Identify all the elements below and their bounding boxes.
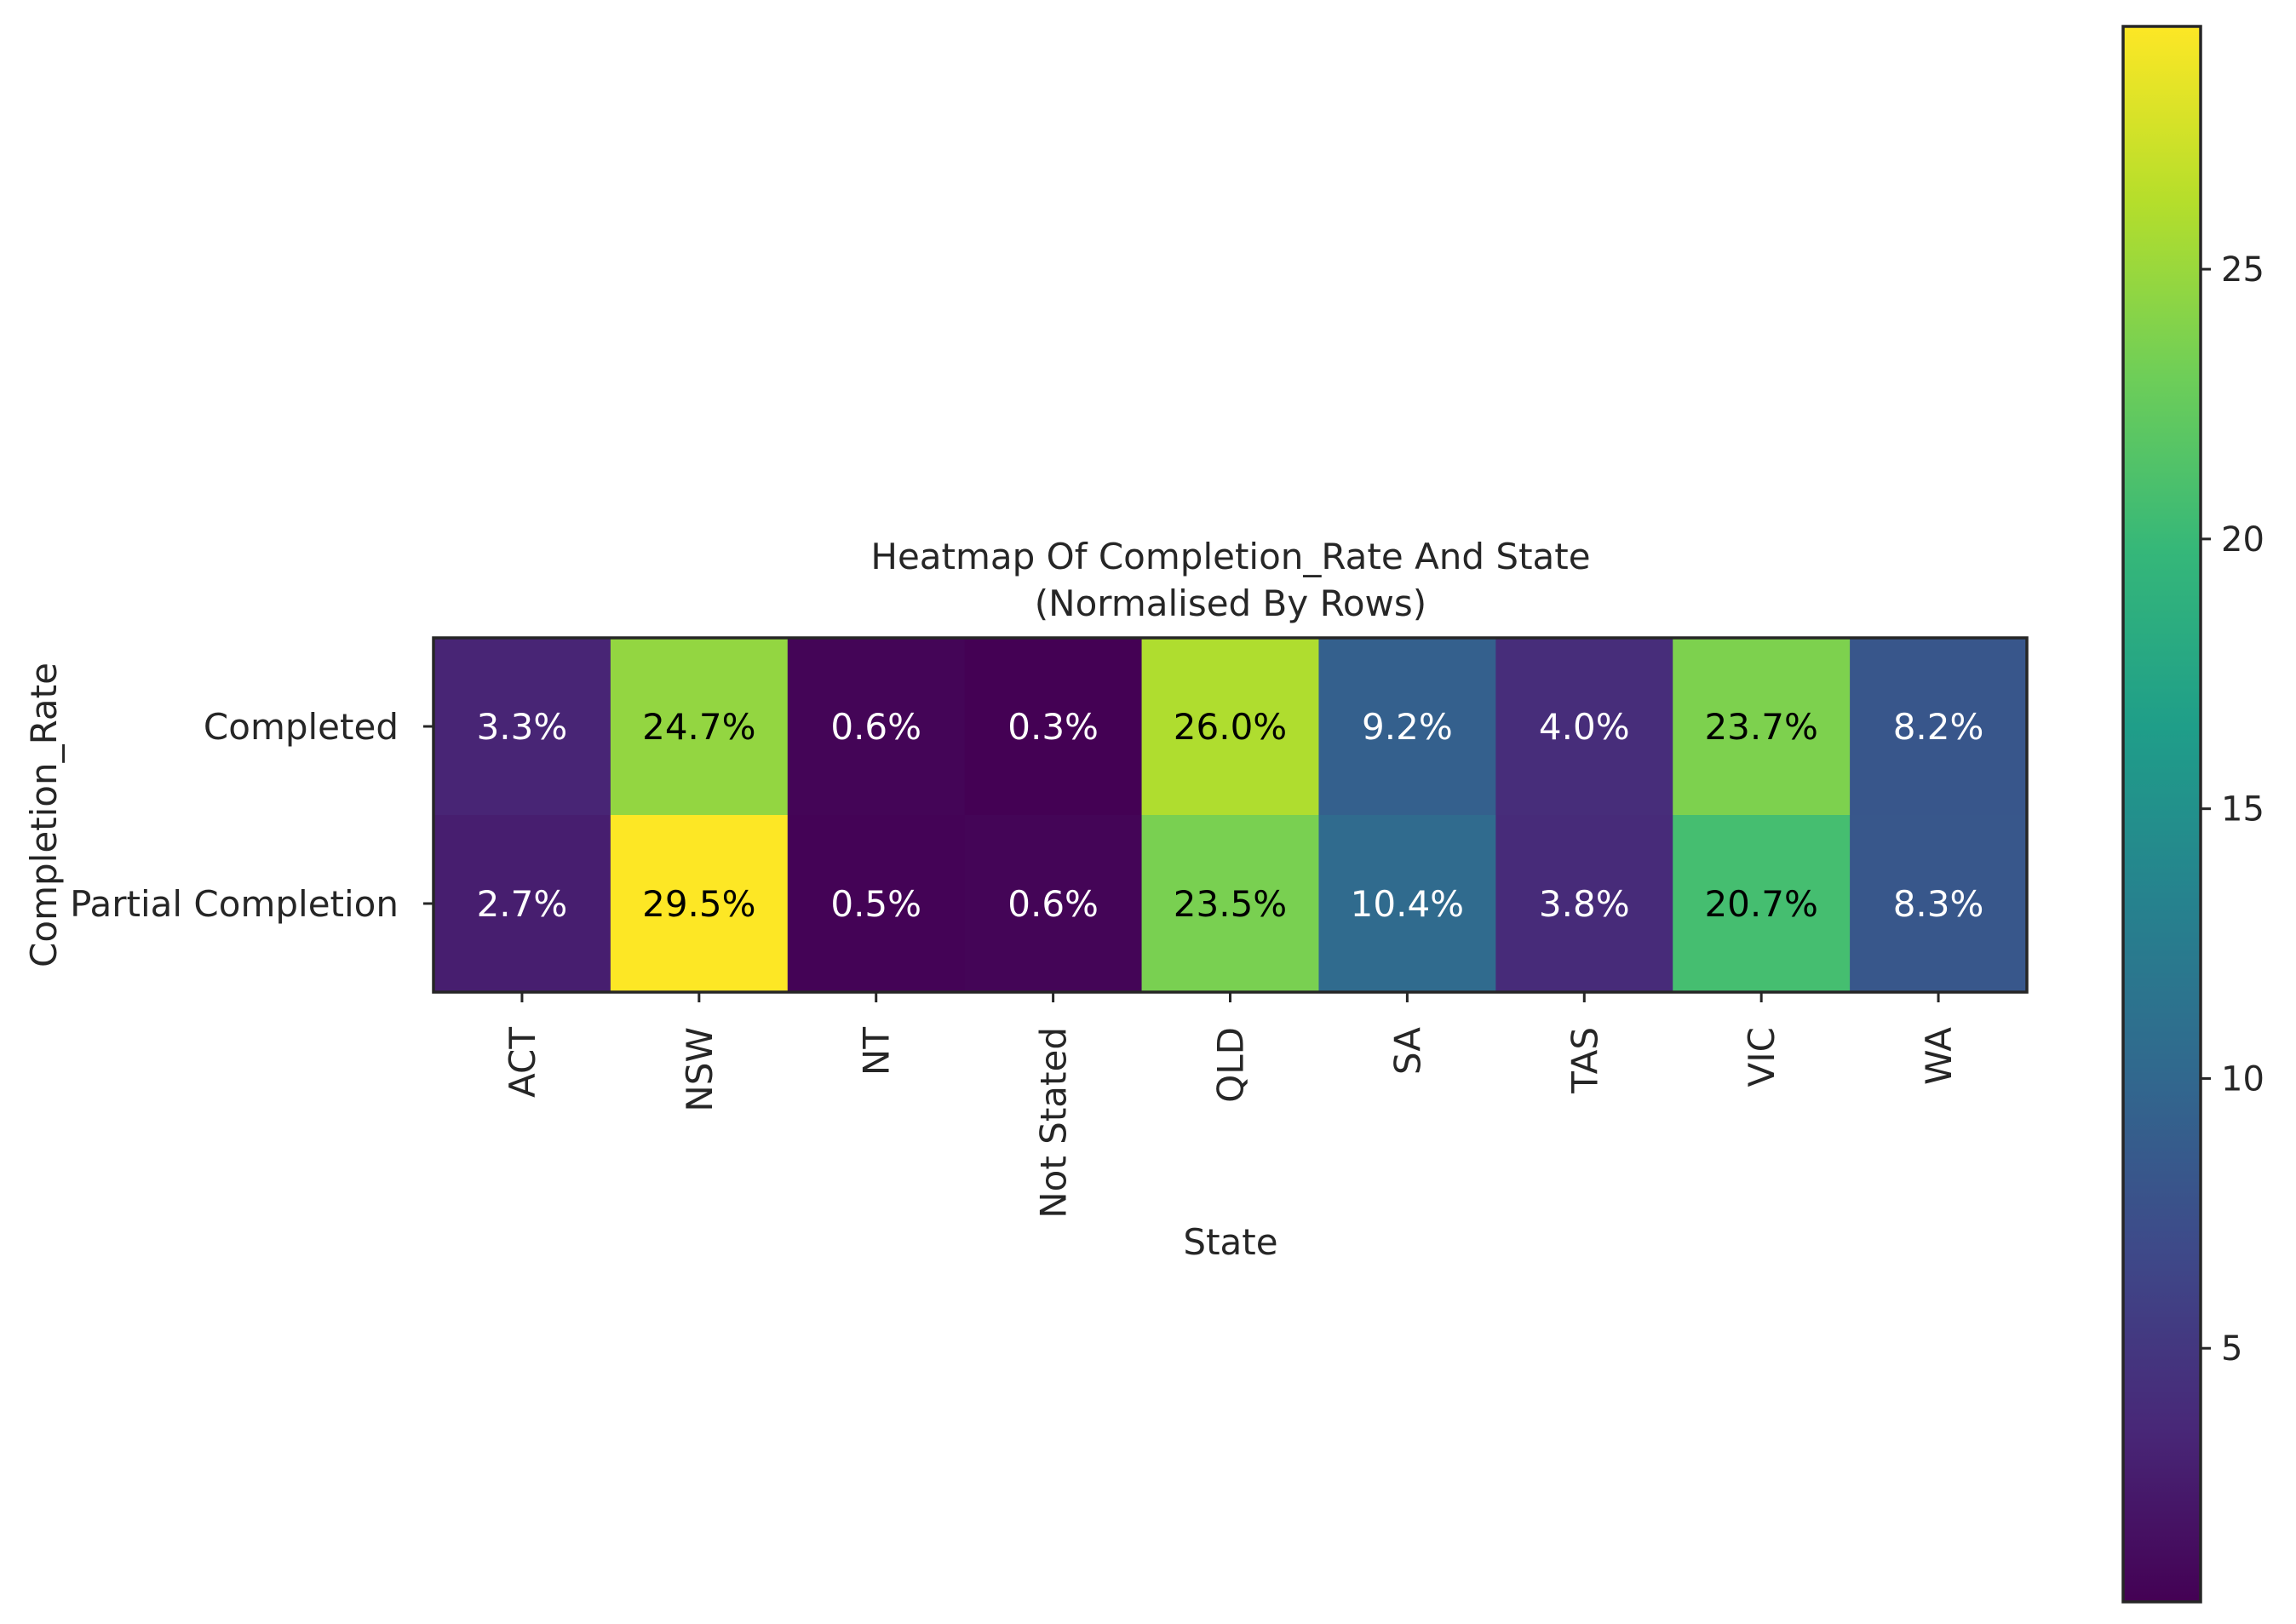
cell-value-label: 0.5% [830,883,921,925]
heatmap-cell [1850,815,2028,993]
heatmap-cell [1673,638,1851,816]
cell-value-label: 3.8% [1539,883,1630,925]
x-tick-label: QLD [1210,1027,1252,1103]
x-tick-label: Not Stated [1033,1027,1075,1219]
colorbar: 5 10 15 20 25 [2121,25,2264,1604]
cell-value-label: 0.3% [1007,706,1099,748]
cell-value-label: 26.0% [1174,706,1287,748]
y-tick-label: Partial Completion [70,883,399,925]
heatmap-cell [1141,638,1320,816]
cell-value-label: 0.6% [830,706,921,748]
x-axis-label: State [1183,1221,1277,1263]
cell-value-label: 24.7% [642,706,755,748]
heatmap-cell [1318,638,1496,816]
y-tick-label: Completed [204,706,399,748]
heatmap-cell [433,815,611,993]
heatmap-cell [1495,815,1673,993]
heatmap-cell [964,638,1143,816]
heatmap-cell [1318,815,1496,993]
colorbar-ticks: 5 10 15 20 25 [2201,250,2264,1369]
colorbar-tick-label: 20 [2221,520,2264,560]
heatmap-cell-labels: 3.3% 24.7% 0.6% 0.3% 26.0% 9.2% 4.0% 23.7% 8.2% 2… [477,706,1984,925]
colorbar-tick-label: 15 [2221,790,2264,829]
cell-value-label: 20.7% [1704,883,1817,925]
cell-value-label: 9.2% [1362,706,1453,748]
y-axis-ticks: Completed Partial Completion [70,706,433,925]
heatmap-cell [610,638,789,816]
x-tick-label: TAS [1564,1027,1605,1094]
x-tick-label: NT [856,1027,898,1076]
x-tick-label: VIC [1741,1027,1782,1087]
heatmap-cell [787,638,966,816]
cell-value-label: 8.3% [1893,883,1984,925]
chart-subtitle: (Normalised By Rows) [1035,582,1426,624]
colorbar-tick-label: 5 [2221,1329,2242,1369]
heatmap-cell [610,815,789,993]
heatmap-cell [964,815,1143,993]
x-axis-ticks: ACT NSW NT Not Stated QLD SA TAS VIC WA [502,992,1960,1219]
y-axis-label: Completion_Rate [23,663,65,967]
x-tick-label: NSW [679,1027,720,1112]
heatmap-cells [433,638,2028,993]
heatmap-cell [787,815,966,993]
cell-value-label: 23.5% [1174,883,1287,925]
cell-value-label: 0.6% [1007,883,1099,925]
cell-value-label: 2.7% [477,883,568,925]
x-tick-label: WA [1918,1027,1960,1085]
heatmap-cell [433,638,611,816]
cell-value-label: 4.0% [1539,706,1630,748]
cell-value-label: 8.2% [1893,706,1984,748]
heatmap-cell [1141,815,1320,993]
heatmap-cell [1850,638,2028,816]
cell-value-label: 10.4% [1351,883,1464,925]
cell-value-label: 3.3% [477,706,568,748]
x-tick-label: SA [1386,1027,1428,1075]
cell-value-label: 23.7% [1704,706,1817,748]
heatmap-cell [1495,638,1673,816]
colorbar-gradient [2123,26,2201,1602]
colorbar-tick-label: 10 [2221,1059,2264,1099]
chart-title: Heatmap Of Completion_Rate And State [870,536,1590,577]
x-tick-label: ACT [502,1027,543,1098]
cell-value-label: 29.5% [642,883,755,925]
heatmap-cell [1673,815,1851,993]
colorbar-tick-label: 25 [2221,250,2264,290]
colorbar-frame [2121,25,2202,1604]
